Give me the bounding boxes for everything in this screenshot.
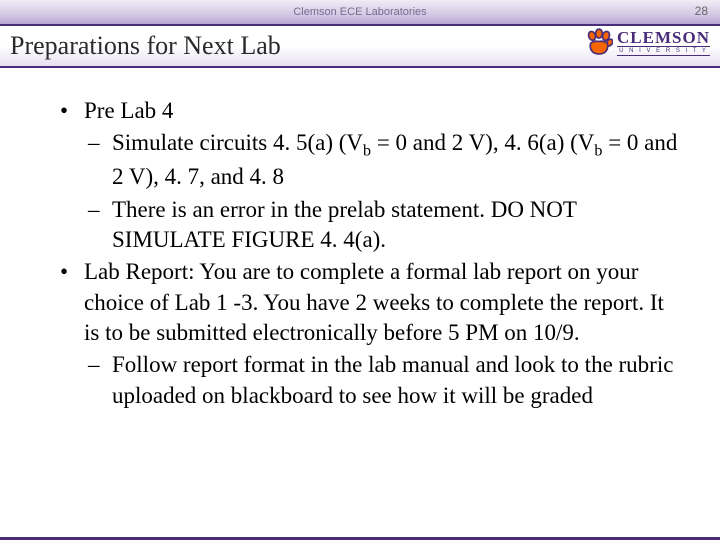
slide-title: Preparations for Next Lab — [10, 31, 281, 61]
bullet-error: There is an error in the prelab statemen… — [60, 195, 684, 256]
subscript: b — [363, 143, 371, 160]
header-band: Clemson ECE Laboratories 28 — [0, 0, 720, 24]
bullet-text: There is an error in the prelab statemen… — [112, 197, 577, 252]
title-band: Preparations for Next Lab CLEMSON U N I … — [0, 24, 720, 68]
page-number: 28 — [695, 4, 708, 18]
bullet-labreport: Lab Report: You are to complete a formal… — [60, 257, 684, 348]
bullet-format: Follow report format in the lab manual a… — [60, 350, 684, 411]
brand-text: CLEMSON U N I V E R S I T Y — [617, 29, 710, 56]
bullet-text-part: = 0 and 2 V), 4. 6(a) (V — [371, 130, 594, 155]
header-lab-label: Clemson ECE Laboratories — [293, 6, 426, 18]
brand-logo: CLEMSON U N I V E R S I T Y — [585, 28, 710, 56]
paw-icon — [585, 28, 613, 56]
bullet-text: Pre Lab 4 — [84, 98, 173, 123]
bullet-text: Lab Report: You are to complete a formal… — [84, 259, 664, 345]
brand-sub: U N I V E R S I T Y — [617, 46, 710, 56]
bullet-text: Follow report format in the lab manual a… — [112, 352, 673, 407]
bullet-text-part: Simulate circuits 4. 5(a) (V — [112, 130, 363, 155]
slide-content: Pre Lab 4 Simulate circuits 4. 5(a) (Vb … — [0, 68, 720, 411]
bullet-prelab: Pre Lab 4 — [60, 96, 684, 126]
bullet-simulate: Simulate circuits 4. 5(a) (Vb = 0 and 2 … — [60, 128, 684, 192]
brand-name: CLEMSON — [617, 29, 710, 46]
